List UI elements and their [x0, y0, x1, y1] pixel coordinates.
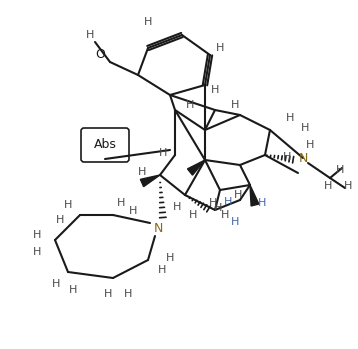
Text: H: H	[189, 210, 197, 220]
Text: Abs: Abs	[93, 139, 116, 151]
Text: H: H	[104, 289, 112, 299]
Text: H: H	[56, 215, 64, 225]
Text: H: H	[166, 253, 174, 263]
Text: H: H	[344, 181, 352, 191]
Text: N: N	[298, 151, 308, 164]
Text: H: H	[286, 113, 294, 123]
Text: H: H	[258, 198, 266, 208]
Text: H: H	[124, 289, 132, 299]
Text: H: H	[301, 123, 309, 133]
Text: H: H	[117, 198, 125, 208]
Text: H: H	[69, 285, 77, 295]
Text: H: H	[214, 203, 222, 213]
Text: H: H	[234, 190, 242, 200]
Text: H: H	[144, 17, 152, 27]
Text: H: H	[216, 43, 224, 53]
Text: H: H	[33, 247, 41, 257]
Text: H: H	[158, 265, 166, 275]
Text: H: H	[336, 165, 344, 175]
Text: H: H	[33, 230, 41, 240]
Text: H: H	[129, 206, 137, 216]
Text: H: H	[52, 279, 60, 289]
Text: H: H	[173, 202, 181, 212]
Text: H: H	[86, 30, 94, 40]
Text: H: H	[224, 197, 232, 207]
Polygon shape	[250, 185, 259, 206]
Text: H: H	[306, 140, 314, 150]
Polygon shape	[188, 160, 205, 175]
Text: O: O	[95, 49, 105, 61]
Text: H: H	[159, 148, 167, 158]
Text: H: H	[231, 100, 239, 110]
Text: H: H	[324, 181, 332, 191]
Text: H: H	[283, 152, 291, 162]
Text: H: H	[186, 100, 194, 110]
Text: H: H	[209, 198, 217, 208]
Text: H: H	[221, 210, 229, 220]
Text: H: H	[64, 200, 72, 210]
Text: H: H	[138, 167, 146, 177]
Polygon shape	[140, 175, 160, 187]
Text: H: H	[211, 85, 219, 95]
FancyBboxPatch shape	[81, 128, 129, 162]
Text: H: H	[231, 217, 239, 227]
Text: N: N	[153, 222, 163, 235]
